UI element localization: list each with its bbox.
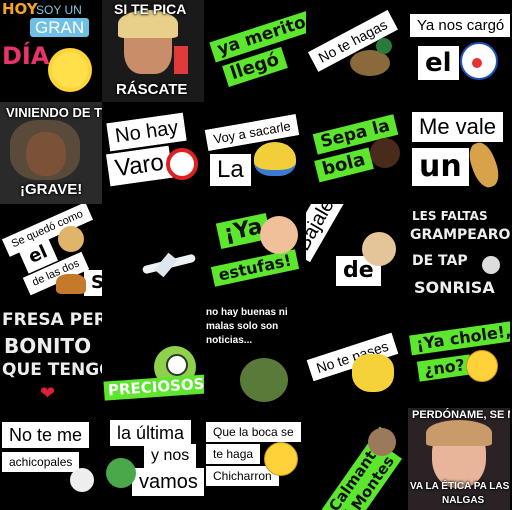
sticker-text: Bájale xyxy=(306,204,345,262)
shush-emoji-icon xyxy=(264,442,298,476)
sticker-bajale-de[interactable]: Bájale de xyxy=(306,204,408,306)
sticker-text: vamos xyxy=(132,468,204,496)
cat-icon xyxy=(70,468,94,492)
smile-icon xyxy=(482,256,500,274)
sticker-preciosos[interactable]: PRECIOSOS xyxy=(102,306,204,408)
prohibited-icon xyxy=(166,148,198,180)
sticker-text: No te me xyxy=(2,422,90,448)
sticker-text: Ya nos cargó xyxy=(410,14,510,37)
man-photo xyxy=(368,428,396,456)
sticker-text: Varo xyxy=(106,145,173,187)
eye-roll-emoji-icon xyxy=(466,350,498,382)
monster-eye-icon xyxy=(166,354,188,376)
sticker-text: PRECIOSOS xyxy=(103,374,204,401)
sticker-text: achicopales xyxy=(2,452,80,472)
sticker-text: DÍA xyxy=(2,42,50,70)
sticker-text: no hay buenas ni xyxy=(206,307,288,318)
sticker-text: SONRISA xyxy=(414,278,495,297)
sticker-ya-merito-llego[interactable]: ya merito llegó xyxy=(204,0,306,102)
sticker-grampeado-sonrisa[interactable]: LES FALTAS GRAMPEARO DE TAP SONRISA xyxy=(408,204,510,306)
sticker-text: el xyxy=(418,46,459,80)
sticker-hoy-gran-dia[interactable]: HOY SOY UN GRAN DÍA xyxy=(0,0,102,102)
sticker-text: FRESA PERO xyxy=(2,310,102,330)
sticker-ya-nos-cargo-el[interactable]: Ya nos cargó el xyxy=(408,0,510,102)
egg-basket-icon xyxy=(362,232,396,266)
sticker-text: HOY xyxy=(2,0,38,18)
man-photo xyxy=(370,138,400,168)
microphone-icon xyxy=(174,46,188,74)
sticker-viniendo-de-ti[interactable]: VINIENDO DE TÍ ¡GRAVE! xyxy=(0,102,102,204)
sticker-text: estufas! xyxy=(210,249,300,287)
sticker-no-te-hagas[interactable]: No te hagas xyxy=(306,0,408,102)
sticker-que-la-boca-se-te-haga[interactable]: Que la boca se te haga Chicharron xyxy=(204,408,306,510)
sticker-me-vale-un[interactable]: Me vale un xyxy=(408,102,510,204)
hair-shape xyxy=(118,10,178,38)
sticker-text: malas solo son xyxy=(206,321,279,332)
sticker-text: Chicharron xyxy=(206,466,279,486)
sticker-text: te haga xyxy=(206,444,261,464)
sticker-text: SOY UN xyxy=(36,3,82,17)
sticker-ya-estufas[interactable]: ¡Ya estufas! xyxy=(204,204,306,306)
baby-face-icon xyxy=(260,216,298,254)
sticker-text: Me vale xyxy=(412,112,504,142)
sticker-text: noticias... xyxy=(206,335,253,346)
sticker-calmantes-montes[interactable]: Calmantes Montes xyxy=(306,408,408,510)
peanut-icon xyxy=(464,139,504,191)
sticker-ya-chole-no[interactable]: ¡Ya chole!, ¿no? xyxy=(408,306,510,408)
pepe-frog-icon xyxy=(106,458,136,488)
sticker-text: la última xyxy=(110,420,192,446)
sticker-text: RÁSCATE xyxy=(116,81,188,98)
turtle-icon xyxy=(240,358,288,402)
pikachu-icon xyxy=(352,354,394,392)
sticker-text: La xyxy=(210,154,251,186)
clown-face-icon xyxy=(460,42,498,80)
sticker-text: DE TAP xyxy=(412,253,468,269)
sticker-no-hay-varo[interactable]: No hay Varo xyxy=(102,102,204,204)
sticker-text: GRAN xyxy=(30,18,90,37)
sticker-text: VA LA ÉTICA PA LAS xyxy=(410,481,510,492)
sticker-text: BONITO xyxy=(4,334,92,358)
hair-shape xyxy=(426,420,492,446)
sun-icon xyxy=(52,52,88,88)
sticker-fresa-pero-bonito[interactable]: FRESA PERO BONITO QUE TENGO ❤ xyxy=(0,306,102,408)
sticker-sepa-la-bola[interactable]: Sepa la bola xyxy=(306,102,408,204)
sticker-perdoname-etica[interactable]: PERDÓNAME, SE ME VA LA ÉTICA PA LAS NALG… xyxy=(408,408,510,510)
sticker-text: y nos xyxy=(144,444,197,468)
sticker-no-hay-buenas-ni-malas[interactable]: no hay buenas ni malas solo son noticias… xyxy=(204,306,306,408)
sticker-text: GRAMPEARO xyxy=(410,227,510,243)
sticker-si-te-pica[interactable]: SI TE PICA RÁSCATE xyxy=(102,0,204,102)
sticker-text: QUE TENGO xyxy=(2,360,102,380)
sticker-la-ultima-y-nos-vamos[interactable]: la última y nos vamos xyxy=(102,408,204,510)
sticker-airplane[interactable] xyxy=(102,204,204,306)
sticker-text: NALGAS xyxy=(442,495,485,506)
duck-icon xyxy=(350,50,390,76)
sticker-no-te-me-achicopales[interactable]: No te me achicopales xyxy=(0,408,102,510)
sticker-voy-a-sacarle-la[interactable]: Voy a sacarle La xyxy=(204,102,306,204)
duck-head-icon xyxy=(376,38,392,54)
sticker-text: No hay xyxy=(106,112,187,152)
sticker-text: ¿no? xyxy=(416,354,473,382)
sticker-text: VINIENDO DE TÍ xyxy=(6,105,102,120)
sticker-text: un xyxy=(412,148,469,186)
sticker-text: S xyxy=(84,270,102,296)
sticker-text: Que la boca se xyxy=(206,422,301,442)
sticker-text: ¡GRAVE! xyxy=(20,181,83,198)
sticker-se-quedo-como-el[interactable]: Se quedó como el de las dos S xyxy=(0,204,102,306)
bowl-icon xyxy=(254,142,296,176)
face-shape xyxy=(26,132,66,176)
heart-icon: ❤ xyxy=(40,383,56,403)
sticker-no-te-pases[interactable]: No te pases xyxy=(306,306,408,408)
sticker-text: de xyxy=(336,256,381,286)
sticker-text: LES FALTAS xyxy=(412,209,488,223)
burger-icon xyxy=(56,274,86,294)
sticker-text: SI TE PICA xyxy=(114,1,187,17)
sticker-text: PERDÓNAME, SE ME xyxy=(412,409,510,421)
sticker-text: ¡Ya chole!, xyxy=(409,320,510,356)
dog-icon xyxy=(58,226,84,252)
clown-nose-icon xyxy=(472,58,482,68)
